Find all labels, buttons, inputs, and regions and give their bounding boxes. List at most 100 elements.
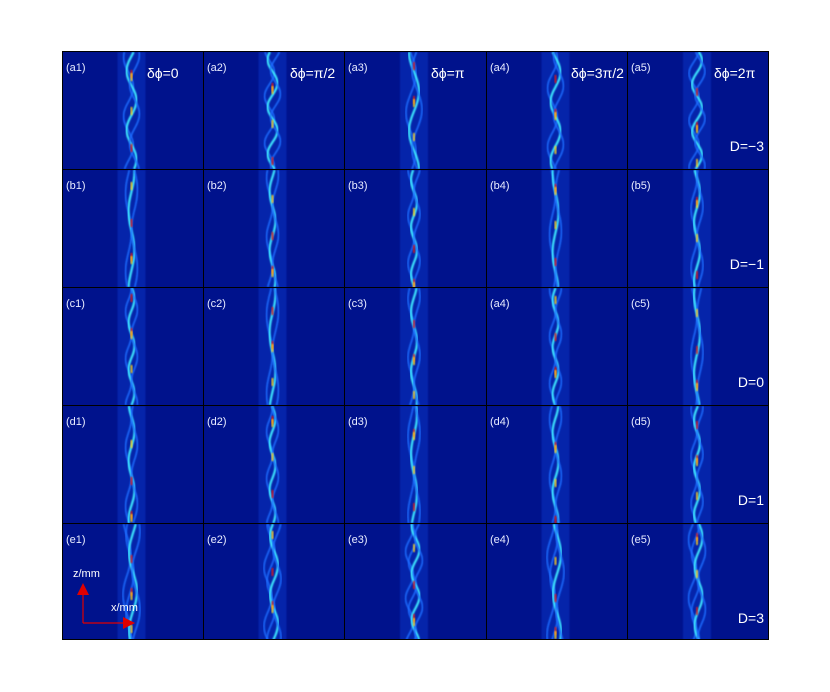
hot-spot	[413, 544, 415, 552]
beam-plot	[400, 406, 428, 523]
panel-label: (e4)	[490, 534, 510, 546]
hot-spot	[554, 557, 557, 565]
beam-strand	[268, 524, 280, 639]
hot-spot	[130, 331, 133, 339]
hot-spot	[271, 269, 274, 277]
hot-spot	[413, 503, 415, 511]
beam-strand	[555, 524, 565, 639]
hot-spot	[413, 62, 415, 70]
beam-strand	[696, 524, 707, 639]
figure-grid: (a1) δϕ=0 (a2) δϕ=π/2 (a3) δϕ=π (a4) δϕ=3π/2 (a5…	[62, 51, 769, 640]
beam-plot	[400, 52, 428, 169]
hot-spot	[696, 537, 698, 545]
beam-strand	[694, 52, 706, 169]
panel-c4: (a4)	[487, 288, 628, 406]
beam-strand	[554, 288, 563, 405]
hot-spot	[413, 357, 415, 365]
panel-label: (d2)	[207, 416, 227, 428]
beam-strand	[409, 170, 419, 287]
hot-spot	[554, 445, 557, 453]
beam-plot	[258, 524, 287, 639]
hot-spot	[271, 378, 274, 386]
hot-spot	[413, 282, 415, 287]
beam-plot	[117, 52, 146, 169]
hot-spot	[554, 594, 557, 602]
beam-plot	[400, 288, 428, 405]
panel-label: (b5)	[631, 180, 651, 192]
panel-a5: (a5) δϕ=2π D=−3	[628, 52, 768, 170]
z-axis-label: z/mm	[73, 568, 100, 580]
panel-label: (c5)	[631, 298, 650, 310]
hot-spot	[554, 187, 557, 195]
beam-plot	[258, 52, 287, 169]
hot-spot	[554, 296, 557, 304]
beam-strand	[405, 52, 417, 169]
beam-strand	[130, 288, 139, 405]
beam-strand	[411, 52, 423, 169]
panel-label: (a2)	[207, 62, 227, 74]
hot-spot	[271, 531, 274, 539]
hot-spot	[271, 232, 274, 240]
hot-spot	[130, 144, 133, 152]
beam-plot	[683, 52, 711, 169]
hot-spot	[130, 73, 133, 81]
panel-label: (d5)	[631, 416, 651, 428]
d-label: D=1	[737, 492, 764, 508]
d-label: D=3	[737, 610, 764, 626]
hot-spot	[413, 466, 415, 474]
panel-d1: (d1)	[63, 406, 204, 524]
panel-c1: (c1)	[63, 288, 204, 406]
x-axis-label: x/mm	[111, 602, 138, 614]
hot-spot	[413, 391, 415, 399]
hot-spot	[554, 479, 557, 487]
beam-strand	[268, 288, 277, 405]
hot-spot	[696, 570, 698, 578]
hot-spot	[554, 333, 557, 341]
beam-plot	[683, 288, 711, 405]
hot-spot	[271, 307, 274, 315]
hot-spot	[271, 344, 274, 352]
hot-spot	[271, 157, 274, 165]
hot-spot	[130, 107, 133, 115]
d-label: D=−1	[729, 256, 764, 272]
hot-spot	[696, 159, 698, 167]
beam-strand	[696, 170, 704, 287]
beam-strand	[127, 406, 136, 523]
panel-label: (e3)	[348, 534, 368, 546]
beam-plot	[541, 52, 570, 169]
beam-plot	[541, 524, 570, 639]
hot-spot	[130, 294, 133, 302]
beam-strand	[546, 524, 556, 639]
d-label: D=0	[737, 374, 764, 390]
beam-strand	[413, 288, 421, 405]
hot-spot	[130, 440, 133, 448]
panel-label: (c1)	[66, 298, 85, 310]
hot-spot	[554, 221, 557, 229]
hot-spot	[271, 86, 274, 94]
panel-label: (a5)	[631, 62, 651, 74]
hot-spot	[696, 125, 698, 133]
d-label: D=−3	[729, 138, 764, 154]
panel-c2: (c2)	[204, 288, 345, 406]
beam-plot	[117, 288, 146, 405]
hot-spot	[554, 516, 557, 523]
beam-strand	[124, 288, 133, 405]
beam-strand	[271, 406, 280, 523]
hot-spot	[554, 112, 557, 120]
beam-strand	[407, 52, 421, 169]
beam-plot	[541, 288, 570, 405]
hot-spot	[413, 581, 415, 589]
hot-spot	[271, 605, 274, 613]
beam-strand	[130, 406, 139, 523]
hot-spot	[413, 133, 415, 141]
phase-label: δϕ=0	[147, 65, 179, 81]
hot-spot	[696, 492, 698, 500]
phase-label: δϕ=3π/2	[571, 65, 624, 81]
panel-a4: (a4) δϕ=3π/2	[487, 52, 628, 170]
hot-spot	[554, 631, 557, 639]
panel-d2: (d2)	[204, 406, 345, 524]
beam-strand	[130, 170, 139, 287]
panel-label: (b2)	[207, 180, 227, 192]
beam-strand	[692, 406, 702, 523]
panel-e1: (e1) z/mm x/mm	[63, 524, 204, 639]
